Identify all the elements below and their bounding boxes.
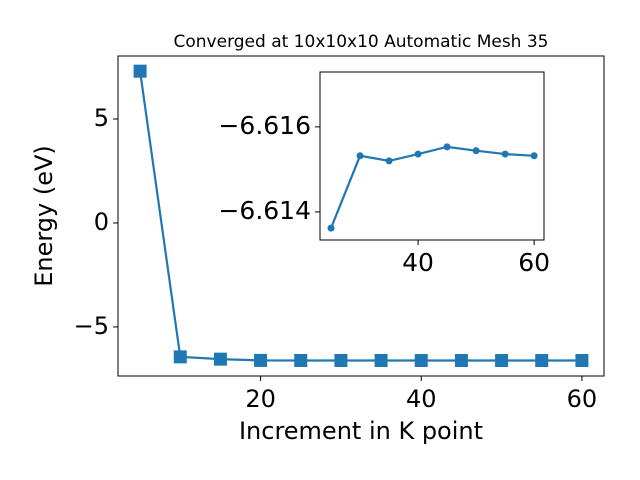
marker: [133, 64, 147, 78]
marker: [454, 354, 468, 368]
marker: [472, 147, 480, 155]
marker: [414, 354, 428, 368]
marker: [327, 224, 335, 232]
marker: [294, 353, 308, 367]
marker: [495, 354, 509, 368]
marker: [535, 354, 549, 368]
chart-title: Converged at 10x10x10 Automatic Mesh 35: [174, 32, 549, 52]
marker: [530, 152, 538, 160]
marker: [173, 350, 187, 364]
data-line: [330, 145, 535, 229]
plot-frame: [319, 71, 545, 241]
y-tick-label: −5: [74, 312, 109, 340]
marker: [374, 354, 388, 368]
marker: [356, 152, 364, 160]
marker: [575, 354, 589, 368]
x-tick-label: 60: [518, 248, 550, 277]
y-tick-label: 5: [94, 104, 109, 132]
x-tick-label: 60: [567, 385, 598, 413]
marker: [213, 352, 227, 366]
y-tick-label: −6.614: [218, 196, 311, 225]
marker: [501, 150, 509, 158]
y-tick-label: 0: [94, 208, 109, 236]
y-tick-label: −6.616: [218, 111, 311, 140]
marker: [443, 143, 451, 151]
x-tick-label: 40: [402, 248, 434, 277]
x-tick-label: 40: [406, 385, 437, 413]
x-axis-label: Increment in K point: [239, 417, 483, 445]
x-tick-label: 20: [245, 385, 276, 413]
y-axis-label: Energy (eV): [30, 145, 58, 287]
marker: [334, 354, 348, 368]
marker: [414, 150, 422, 158]
marker: [385, 157, 393, 165]
marker: [254, 353, 268, 367]
data-line: [139, 71, 582, 362]
